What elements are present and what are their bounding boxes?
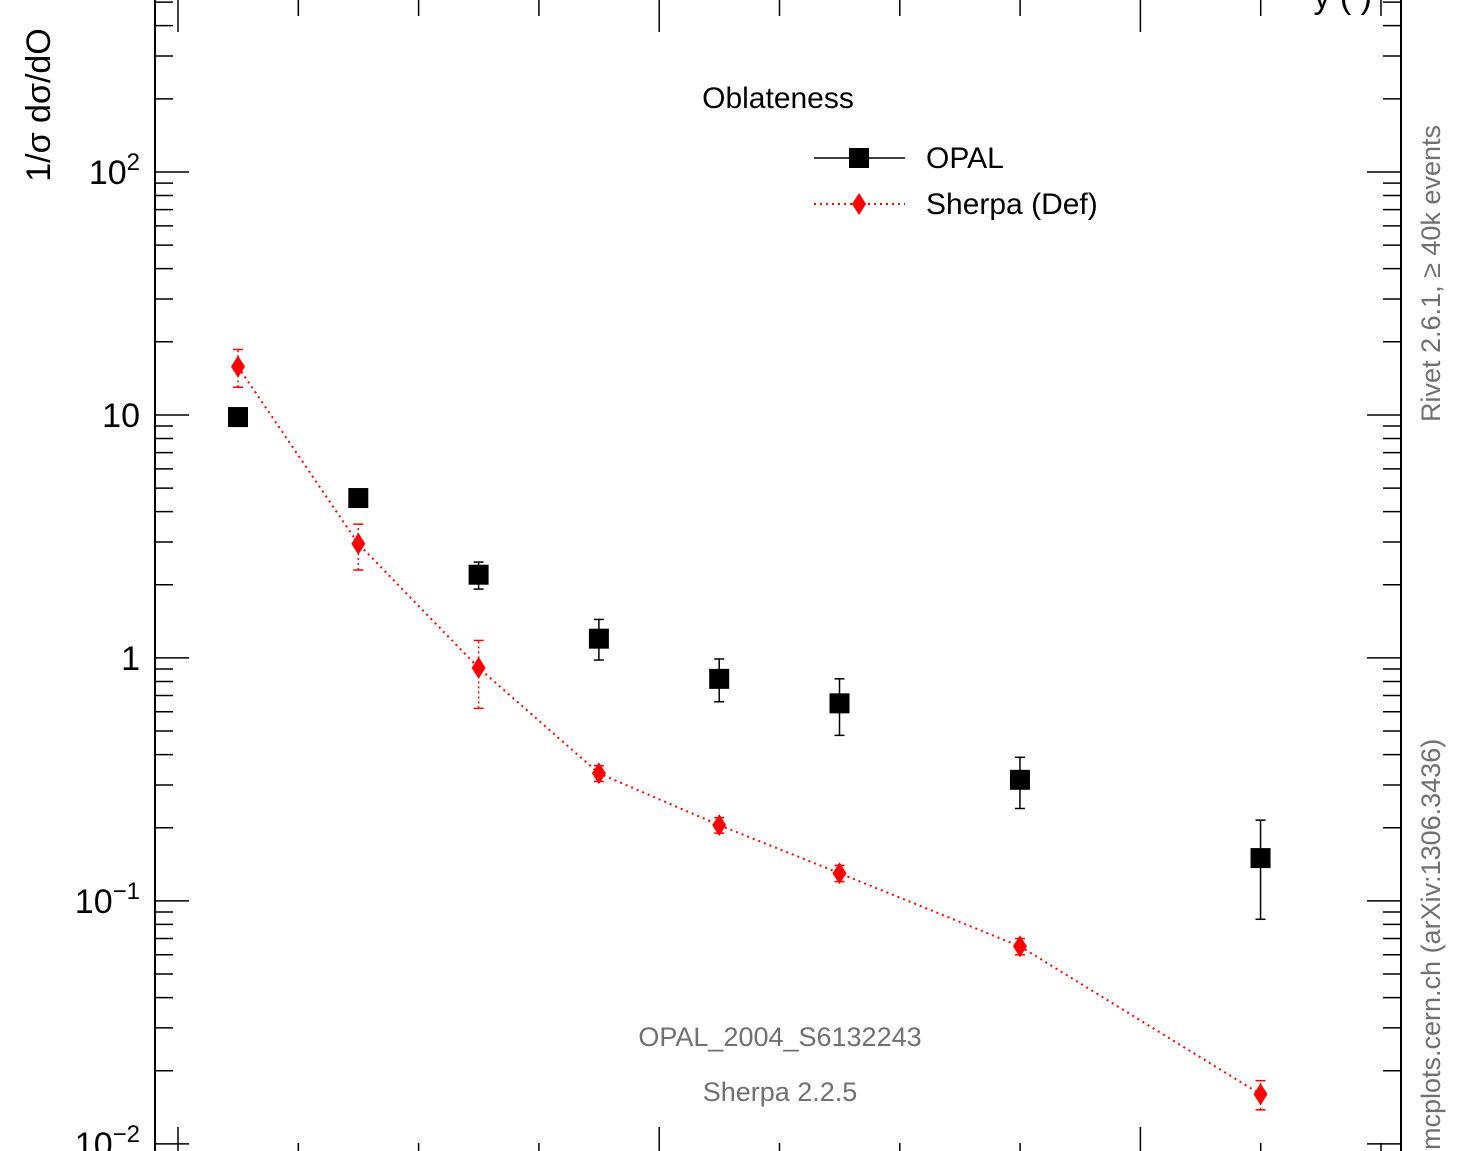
legend-opal-label: OPAL: [926, 142, 1004, 175]
data-point: [348, 488, 369, 509]
y-axis-label: 1/σ dσ/dO: [20, 28, 58, 181]
data-point: [351, 532, 366, 555]
legend-entry-sherpa: Sherpa (Def): [814, 188, 1098, 221]
data-point: [1253, 1083, 1268, 1106]
legend-sherpa-marker: [852, 193, 866, 215]
data-point: [709, 668, 730, 689]
series-layer: [228, 348, 1271, 1111]
data-point: [829, 693, 850, 714]
data-point: [588, 628, 609, 649]
legend-sherpa-label: Sherpa (Def): [926, 188, 1098, 221]
data-point: [832, 862, 847, 885]
data-point: [231, 355, 245, 378]
data-point: [1250, 848, 1271, 869]
data-point: [591, 762, 606, 785]
y-tick-label: 1: [121, 640, 140, 678]
legend-title: Oblateness: [702, 82, 854, 115]
y-tick-label: 10−1: [75, 878, 140, 921]
data-point: [228, 407, 248, 428]
axis-ticks: [155, 0, 1401, 1151]
data-point: [1012, 935, 1027, 958]
legend-opal-marker: [849, 148, 869, 168]
plot-frame: [154, 0, 1402, 1151]
y-tick-label: 102: [89, 149, 140, 192]
y-tick-label-exponent: −2: [113, 1121, 140, 1148]
y-tick-label: 10: [102, 397, 140, 435]
legend-entry-opal: OPAL: [814, 142, 1004, 175]
generator-label: Sherpa 2.2.5: [703, 1077, 858, 1107]
side-label-rivet: Rivet 2.6.1, ≥ 40k events: [1416, 125, 1446, 422]
data-point: [468, 564, 489, 585]
y-tick-label: 10−2: [75, 1121, 140, 1151]
y-tick-label-exponent: 2: [127, 149, 140, 176]
data-point: [712, 814, 727, 837]
y-tick-label-base: 10: [89, 154, 127, 192]
y-tick-label-base: 10: [102, 397, 140, 435]
y-tick-label-base: 10: [75, 883, 113, 921]
series-line: [237, 366, 1262, 1096]
series-opal: [228, 407, 1271, 921]
data-point: [1009, 769, 1030, 790]
y-tick-label-base: 1: [121, 640, 140, 678]
side-label-mcplots: mcplots.cern.ch (arXiv:1306.3436): [1416, 739, 1446, 1150]
top-partial-title: y ( ): [1313, 0, 1372, 16]
analysis-label: OPAL_2004_S6132243: [638, 1022, 921, 1052]
y-tick-label-exponent: −1: [113, 878, 140, 905]
series-sherpa-def: [231, 348, 1268, 1111]
y-tick-label-base: 10: [75, 1126, 113, 1151]
data-point: [471, 656, 486, 679]
